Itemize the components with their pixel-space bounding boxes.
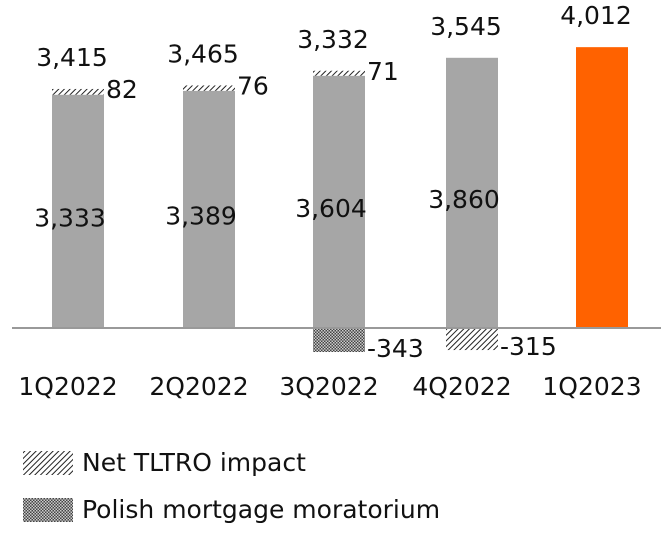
- legend-swatch: [23, 451, 73, 475]
- x-tick-label: 1Q2022: [18, 372, 117, 401]
- data-label: -315: [500, 332, 557, 361]
- legend-label: Net TLTRO impact: [82, 448, 306, 477]
- bar-segment: [52, 94, 104, 328]
- total-label: 3,545: [430, 12, 502, 41]
- bar-segment: [183, 85, 235, 91]
- bar-segment: [446, 328, 498, 351]
- bar-segment: [183, 90, 235, 329]
- bar-segment: [576, 47, 628, 328]
- data-label: 71: [367, 57, 399, 86]
- data-label: -343: [367, 334, 424, 363]
- x-tick-label: 2Q2022: [149, 372, 248, 401]
- bar-segment: [446, 57, 498, 329]
- total-label: 4,012: [560, 1, 632, 30]
- data-label: 3,389: [165, 201, 237, 230]
- total-label: 3,465: [167, 39, 239, 68]
- data-label: 76: [237, 71, 269, 100]
- bar-segment: [52, 88, 104, 95]
- total-label: 3,332: [297, 25, 369, 54]
- data-label: 82: [106, 75, 138, 104]
- legend-label: Polish mortgage moratorium: [82, 495, 440, 524]
- bar-segment: [313, 70, 365, 76]
- data-label: 3,333: [34, 203, 106, 232]
- x-tick-label: 4Q2022: [412, 372, 511, 401]
- total-label: 3,415: [36, 43, 108, 72]
- bar-segment: [313, 328, 365, 353]
- data-label: 3,860: [428, 185, 500, 214]
- data-label: 3,604: [295, 194, 367, 223]
- legend-swatch: [23, 498, 73, 522]
- bar-segment: [313, 75, 365, 328]
- x-tick-label: 1Q2023: [542, 372, 641, 401]
- x-tick-label: 3Q2022: [279, 372, 378, 401]
